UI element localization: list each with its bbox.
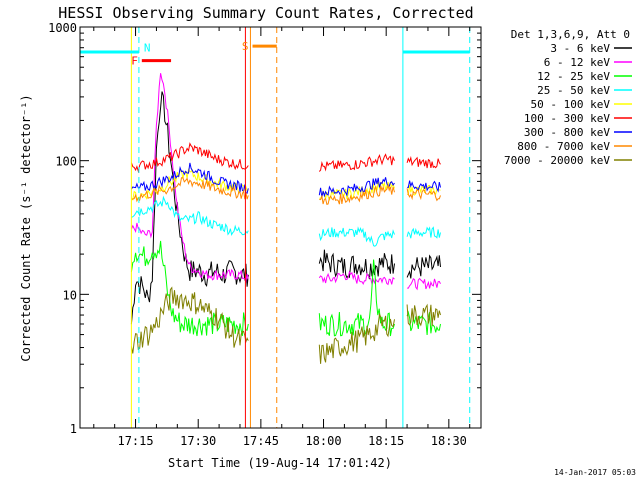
series-segment: [406, 180, 441, 193]
series-9-line: [130, 286, 441, 364]
x-tick-label: 18:15: [368, 434, 404, 448]
series-group: [130, 73, 441, 364]
series-segment: [318, 153, 395, 172]
x-tick-label: 18:00: [305, 434, 341, 448]
plot-frame: [79, 26, 482, 429]
series-segment: [131, 177, 249, 203]
series-segment: [131, 195, 249, 236]
y-tick-label: 100: [55, 155, 77, 169]
series-segment: [130, 286, 249, 354]
y-tick-label: 1: [70, 422, 77, 436]
legend-label: 300 - 800 keV: [524, 126, 610, 139]
series-segment: [406, 310, 441, 336]
series-segment: [406, 155, 441, 169]
series-4-line: [131, 195, 441, 247]
marker-label: F: [131, 55, 138, 68]
series-segment: [406, 188, 441, 202]
marker-label: S: [242, 40, 249, 53]
series-segment: [130, 162, 249, 194]
x-tick-label: 17:15: [117, 434, 153, 448]
y-tick-label: 10: [63, 288, 77, 302]
y-tick-label: 1000: [48, 21, 77, 35]
x-axis-label: Start Time (19-Aug-14 17:01:42): [168, 456, 392, 470]
series-segment: [318, 226, 395, 247]
legend-label: 100 - 300 keV: [524, 112, 610, 125]
legend-label: 800 - 7000 keV: [517, 140, 610, 153]
series-segment: [130, 91, 249, 325]
series-segment: [319, 183, 395, 206]
series-segment: [130, 240, 249, 337]
x-tick-label: 18:30: [431, 434, 467, 448]
series-segment: [318, 270, 395, 286]
legend-label: 12 - 25 keV: [537, 70, 610, 83]
legend-label: 6 - 12 keV: [544, 56, 611, 69]
series-1-line: [130, 91, 441, 325]
legend-label: 7000 - 20000 keV: [504, 154, 610, 167]
series-segment: [406, 254, 441, 279]
series-segment: [406, 226, 441, 239]
x-tick-label: 17:45: [243, 434, 279, 448]
series-segment: [318, 249, 395, 280]
series-segment: [130, 73, 249, 284]
series-3-line: [130, 240, 441, 337]
series-segment: [318, 177, 395, 198]
chart-title: HESSI Observing Summary Count Rates, Cor…: [58, 4, 473, 22]
series-6-line: [130, 142, 441, 174]
axes-group: 1 10 100 1000 17:15 17:30 17:45 18:00 18:15 18:30: [48, 21, 481, 448]
series-7-line: [130, 162, 441, 198]
series-segment: [318, 259, 395, 337]
legend-label: 25 - 50 keV: [537, 84, 610, 97]
markers-group: FN S: [80, 27, 471, 428]
series-8-line: [131, 177, 441, 206]
series-2-line: [130, 73, 441, 291]
series-segment: [318, 312, 395, 364]
footer-timestamp: 14-Jan-2017 05:03: [554, 468, 636, 477]
series-segment: [130, 142, 249, 174]
x-tick-label: 17:30: [180, 434, 216, 448]
legend-label: 3 - 6 keV: [550, 42, 610, 55]
marker-label: N: [144, 42, 151, 55]
legend-title: Det 1,3,6,9, Att 0: [511, 28, 630, 41]
legend-label: 50 - 100 keV: [531, 98, 611, 111]
series-segment: [407, 277, 441, 291]
series-segment: [406, 303, 441, 327]
y-axis-label: Corrected Count Rate (s⁻¹ detector⁻¹): [19, 94, 33, 361]
